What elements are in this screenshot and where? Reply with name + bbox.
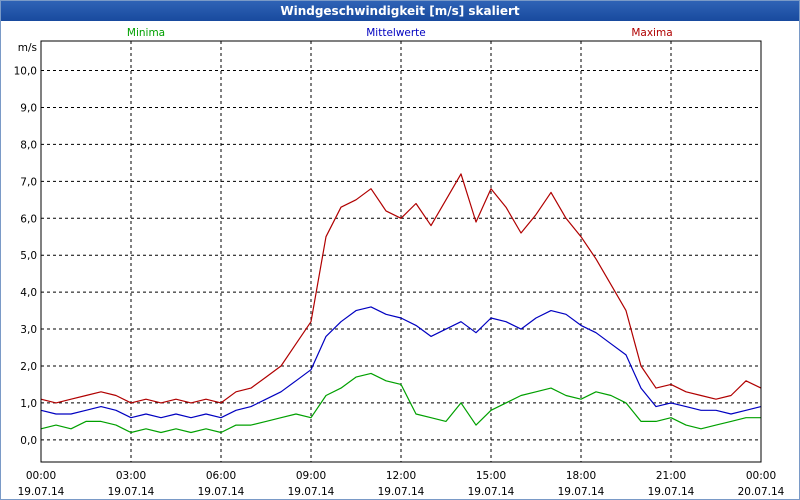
x-tick-time: 00:00: [26, 470, 56, 482]
chart-title: Windgeschwindigkeit [m/s] skaliert: [1, 1, 799, 21]
plot-border: [40, 40, 762, 463]
series-line-minima: [40, 372, 761, 434]
y-tick-label: 0,0: [20, 435, 37, 447]
axes-layer: 0,0 1,0 2,0 3,0 4,0 5,0 6,0 7,0 8,0 9,0 10,0 m/s 00:…: [14, 27, 785, 498]
x-tick-date: 19.07.14: [558, 486, 605, 498]
y-axis-label: m/s: [18, 42, 37, 54]
y-tick-label: 10,0: [14, 66, 37, 78]
y-tick-label: 2,0: [20, 361, 37, 373]
legend-entry-mittelwerte: Mittelwerte: [366, 27, 426, 39]
x-tick-date: 19.07.14: [378, 486, 425, 498]
legend-entry-maxima: Maxima: [631, 27, 672, 39]
y-tick-label: 8,0: [20, 139, 37, 151]
x-tick-time: 03:00: [116, 470, 146, 482]
y-tick-label: 7,0: [20, 176, 37, 188]
x-tick-time: 09:00: [296, 470, 326, 482]
x-tick-date: 19.07.14: [18, 486, 65, 498]
grid-layer: [41, 41, 761, 462]
x-tick-date: 19.07.14: [288, 486, 335, 498]
x-tick-time: 21:00: [656, 470, 686, 482]
x-tick-time: 00:00: [746, 470, 776, 482]
series-line-maxima: [40, 173, 762, 404]
y-tick-label: 1,0: [20, 398, 37, 410]
series-lines: [40, 173, 762, 434]
x-tick-date: 19.07.14: [108, 486, 155, 498]
x-tick-date: 19.07.14: [648, 486, 695, 498]
x-tick-time: 06:00: [206, 470, 236, 482]
legend-entry-minima: Minima: [127, 27, 165, 39]
x-tick-date: 19.07.14: [468, 486, 515, 498]
y-tick-label: 3,0: [20, 324, 37, 336]
x-tick-time: 15:00: [476, 470, 506, 482]
y-tick-label: 4,0: [20, 287, 37, 299]
y-tick-label: 6,0: [20, 213, 37, 225]
x-tick-time: 18:00: [566, 470, 596, 482]
x-tick-date: 20.07.14: [738, 486, 785, 498]
x-tick-time: 12:00: [386, 470, 416, 482]
y-tick-label: 9,0: [20, 102, 37, 114]
y-tick-label: 5,0: [20, 250, 37, 262]
x-tick-date: 19.07.14: [198, 486, 245, 498]
series-line-mittelwerte: [40, 306, 762, 419]
